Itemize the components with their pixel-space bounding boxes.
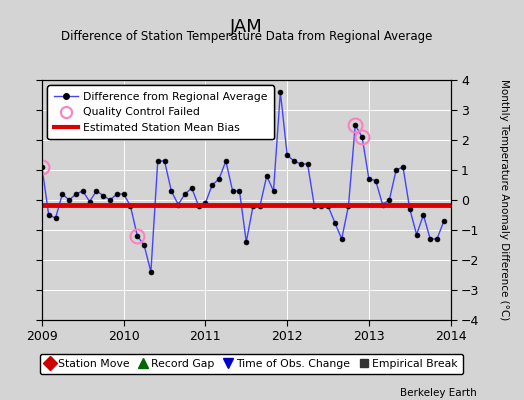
Legend: Difference from Regional Average, Quality Control Failed, Estimated Station Mean: Difference from Regional Average, Qualit… — [47, 86, 274, 139]
Text: Difference of Station Temperature Data from Regional Average: Difference of Station Temperature Data f… — [61, 30, 432, 43]
Text: Berkeley Earth: Berkeley Earth — [400, 388, 477, 398]
Y-axis label: Monthly Temperature Anomaly Difference (°C): Monthly Temperature Anomaly Difference (… — [499, 79, 509, 321]
Text: JAM: JAM — [230, 18, 263, 36]
Legend: Station Move, Record Gap, Time of Obs. Change, Empirical Break: Station Move, Record Gap, Time of Obs. C… — [40, 354, 463, 374]
